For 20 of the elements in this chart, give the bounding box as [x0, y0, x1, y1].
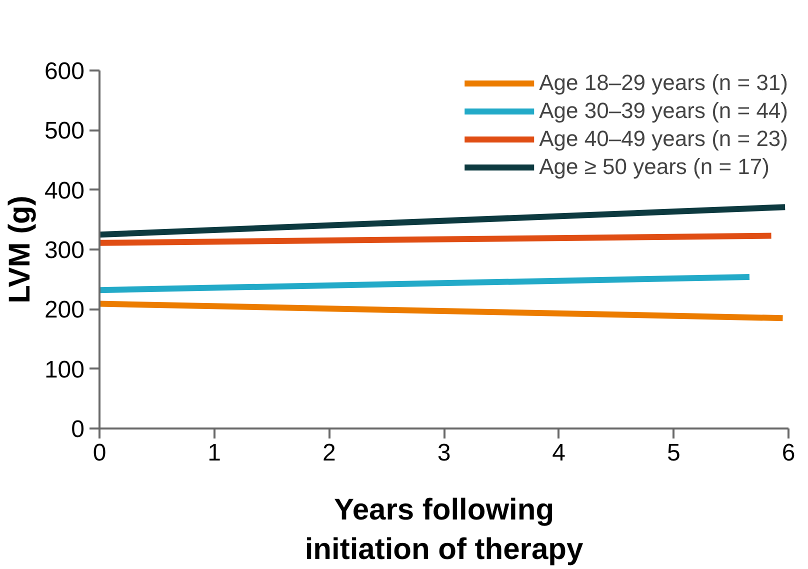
legend-label: Age ≥ 50 years (n = 17)	[539, 154, 770, 180]
legend-label: Age 18–29 years (n = 31)	[539, 70, 788, 96]
y-tick-label: 100	[44, 356, 85, 384]
x-tick-label: 1	[208, 440, 222, 466]
x-axis-title: Years following initiation of therapy	[304, 494, 584, 566]
x-tick-label: 4	[552, 440, 566, 466]
y-tick-label: 200	[44, 296, 85, 324]
y-tick-label: 400	[44, 177, 85, 204]
y-axis-title: LVM (g)	[3, 196, 36, 304]
y-tick-label: 300	[44, 237, 85, 264]
legend-label: Age 30–39 years (n = 44)	[539, 98, 788, 124]
x-tick-label: 6	[782, 440, 796, 466]
y-tick-label: 0	[71, 416, 85, 443]
x-tick-label: 0	[92, 440, 106, 466]
y-tick-label: 600	[44, 58, 85, 85]
x-tick-label: 3	[437, 440, 451, 466]
x-tick-label: 5	[666, 440, 680, 466]
y-tick-label: 500	[44, 118, 85, 145]
x-tick-label: 2	[322, 440, 336, 466]
legend-label: Age 40–49 years (n = 23)	[539, 126, 788, 152]
